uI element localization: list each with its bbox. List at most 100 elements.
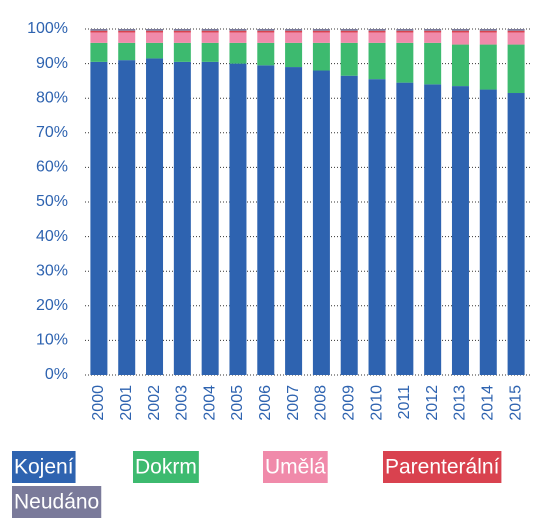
x-tick-label: 2001 [118,385,135,421]
bar-segment [424,42,442,85]
bar-segment [173,61,191,376]
bar-segment [201,61,219,376]
legend-swatch [383,451,502,483]
bar-segment [90,29,108,31]
bar-segment [479,89,497,376]
x-tick-label: 2013 [452,385,469,421]
bar-segment [257,30,275,33]
x-tick-label: 2007 [285,385,302,421]
bar-segment [368,29,386,31]
x-tick-label: 2008 [313,385,330,421]
bar-segment [229,63,247,375]
x-tick-label: 2005 [229,385,246,421]
bar-segment [201,30,219,33]
bar-segment [451,44,469,87]
y-tick-label: 0% [45,366,68,383]
bar-segment [507,29,525,31]
bar-segment [285,42,303,68]
y-tick-label: 20% [36,297,68,314]
bar-segment [424,29,442,31]
bar-segment [340,42,358,76]
bar-segment [201,32,219,43]
bar-segment [257,65,275,375]
y-tick-label: 10% [36,332,68,349]
bar-segment [173,29,191,31]
bar-segment [173,30,191,33]
bar-segment [396,30,414,33]
legend-swatch [12,451,76,483]
bar-segment [257,32,275,43]
bar-segment [229,42,247,64]
bar-segment [90,30,108,33]
x-tick-label: 2003 [174,385,191,421]
bar-segment [118,32,136,43]
bar-segment [285,32,303,43]
legend-label: Kojení [14,456,74,479]
bar-segment [229,32,247,43]
bar-segment [229,30,247,33]
bar-segment [146,58,164,375]
y-tick-label: 50% [36,193,68,210]
legend-label: Neudáno [14,491,99,514]
bar-segment [257,42,275,66]
bar-segment [312,42,330,71]
bar-segment [396,82,414,375]
bar-segment [479,44,497,90]
bar-segment [146,29,164,31]
bar-segment [396,29,414,31]
legend-swatch [263,451,328,483]
bar-segment [368,30,386,33]
bar-segment [201,29,219,31]
bar-segment [340,30,358,33]
bar-segment [451,29,469,31]
bar-segment [451,86,469,375]
y-tick-label: 30% [36,262,68,279]
bar-segment [451,32,469,45]
bar-segment [479,29,497,31]
bar-segment [507,30,525,33]
bar-segment [424,30,442,33]
bar-segment [118,30,136,33]
bar-segment [312,32,330,43]
x-tick-label: 2002 [146,385,163,421]
bar-segment [285,30,303,33]
legend-swatch [12,486,102,518]
bar-segment [285,67,303,375]
bar-segment [507,32,525,45]
x-tick-label: 2010 [368,385,385,421]
bar-segment [312,30,330,33]
bar-segment [368,79,386,376]
bar-segment [340,32,358,43]
y-tick-label: 60% [36,159,68,176]
bar-segment [229,29,247,31]
bar-segment [507,44,525,94]
bar-segment [146,30,164,33]
bar-segment [312,29,330,31]
bar-segment [396,32,414,43]
bar-segment [424,84,442,376]
x-tick-label: 2011 [396,385,413,420]
y-tick-label: 80% [36,89,68,106]
x-tick-label: 2015 [507,385,524,421]
bar-segment [118,42,136,61]
bar-segment [173,32,191,43]
bar-segment [507,93,525,375]
bar-segment [146,42,164,59]
bar-segment [90,32,108,43]
bar-segment [90,61,108,376]
legend-swatch [133,451,199,483]
bar-segment [340,75,358,376]
x-tick-label: 2009 [340,385,357,421]
bar-segment [396,42,414,83]
bar-segment [201,42,219,62]
bar-segment [368,32,386,43]
y-tick-label: 100% [27,20,68,37]
x-tick-label: 2006 [257,385,274,421]
bar-segment [451,30,469,33]
bar-segment [312,70,330,376]
bar-segment [90,42,108,62]
y-tick-label: 70% [36,124,68,141]
bar-segment [146,32,164,43]
legend-label: Dokrm [135,456,197,479]
